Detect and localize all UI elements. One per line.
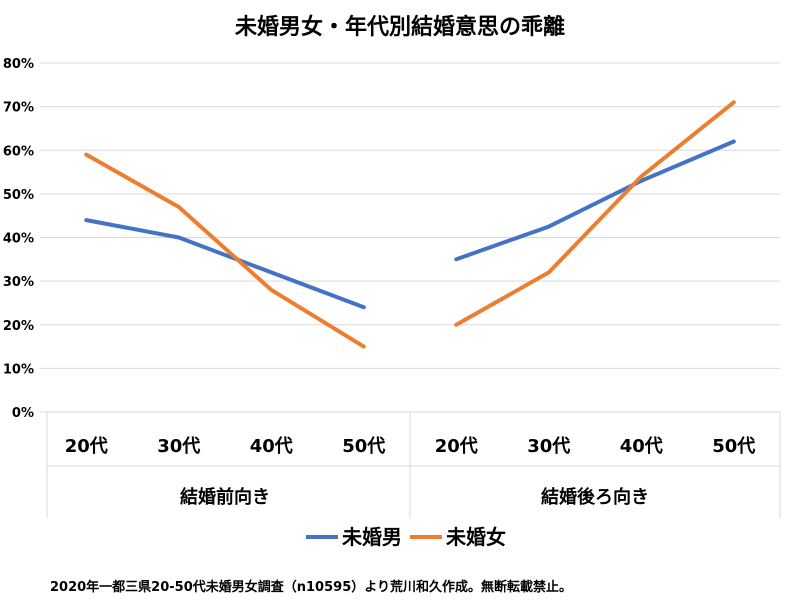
y-tick-label: 0% — [12, 406, 34, 421]
y-tick-label: 20% — [3, 319, 34, 334]
legend-label: 未婚女 — [446, 525, 506, 549]
x-tick-label: 20代 — [435, 436, 478, 457]
group-label: 結婚後ろ向き — [541, 486, 649, 508]
series-line-未婚女 — [84, 152, 366, 349]
chart-title: 未婚男女・年代別結婚意思の乖離 — [235, 14, 565, 40]
source-note: 2020年一都三県20-50代未婚男女調査（n10595）より荒川和久作成。無断… — [50, 580, 572, 595]
legend: 未婚男 未婚女 — [306, 525, 506, 549]
x-tick-label: 40代 — [250, 436, 293, 457]
y-tick-label: 50% — [3, 188, 34, 203]
x-tick-label: 30代 — [527, 436, 570, 457]
x-tick-label: 50代 — [712, 436, 755, 457]
y-tick-label: 70% — [3, 101, 34, 116]
series-line-未婚男 — [454, 139, 736, 262]
x-tick-label: 20代 — [65, 436, 108, 457]
y-tick-label: 30% — [3, 275, 34, 290]
y-tick-label: 10% — [3, 362, 34, 377]
x-tick-label: 50代 — [342, 436, 385, 457]
series-line-未婚女 — [454, 100, 736, 327]
y-tick-label: 80% — [3, 57, 34, 72]
y-tick-label: 60% — [3, 144, 34, 159]
y-axis-ticks: 0% 10% 20% 30% 40% 50% 60% 70% 80% — [3, 57, 34, 421]
legend-label: 未婚男 — [342, 525, 402, 549]
series-line-未婚男 — [84, 218, 366, 310]
gridlines — [40, 62, 780, 413]
group-label: 結婚前向き — [180, 486, 270, 508]
x-tick-label: 30代 — [157, 436, 200, 457]
x-tick-label: 40代 — [620, 436, 663, 457]
y-tick-label: 40% — [3, 232, 34, 247]
series-lines — [84, 100, 736, 349]
